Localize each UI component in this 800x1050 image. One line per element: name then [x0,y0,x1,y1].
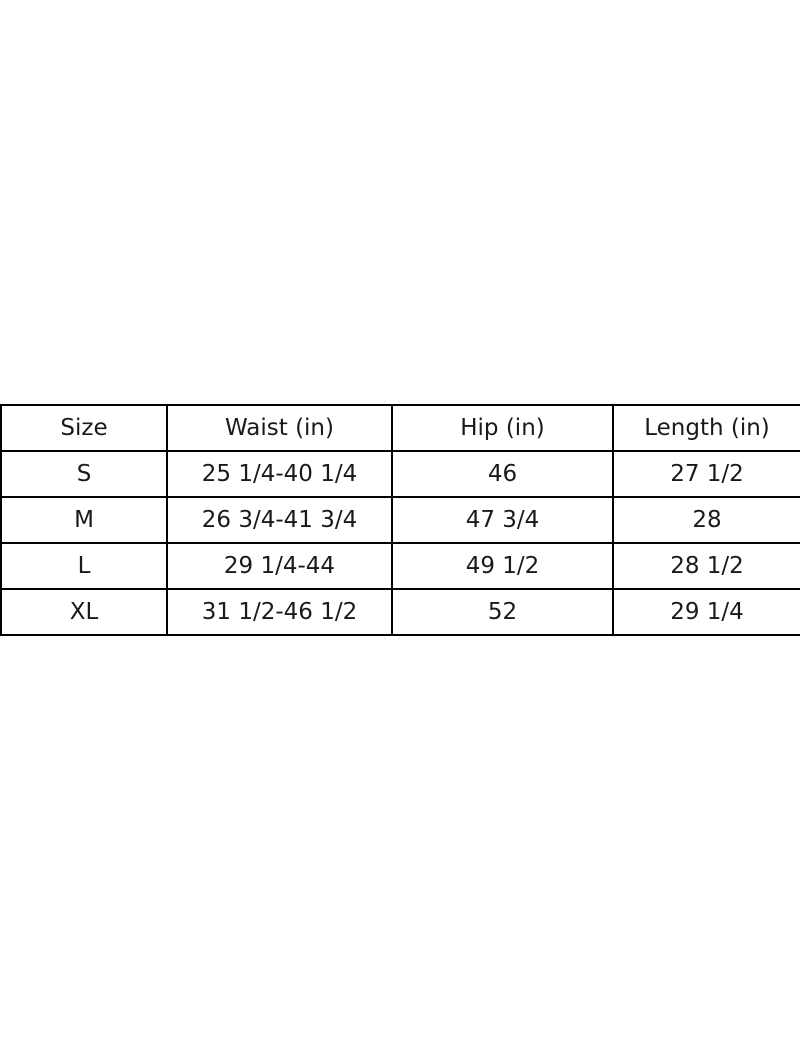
table-header: Size Waist (in) Hip (in) Length (in) [0,404,800,452]
table-row-s: S 25 1/4-40 1/4 46 27 1/2 [0,450,800,498]
cell-waist: 31 1/2-46 1/2 [166,588,393,636]
cell-length: 28 [612,496,800,544]
column-header-waist: Waist (in) [166,404,393,452]
table-row-l: L 29 1/4-44 49 1/2 28 1/2 [0,542,800,590]
size-chart-table: Size Waist (in) Hip (in) Length (in) S 2… [0,404,800,636]
cell-waist: 26 3/4-41 3/4 [166,496,393,544]
column-header-length: Length (in) [612,404,800,452]
cell-hip: 46 [391,450,614,498]
column-header-hip: Hip (in) [391,404,614,452]
cell-hip: 49 1/2 [391,542,614,590]
cell-length: 29 1/4 [612,588,800,636]
cell-length: 28 1/2 [612,542,800,590]
table-body: S 25 1/4-40 1/4 46 27 1/2 M 26 3/4-41 3/… [0,450,800,636]
header-row: Size Waist (in) Hip (in) Length (in) [0,404,800,452]
cell-size: L [0,542,168,590]
cell-length: 27 1/2 [612,450,800,498]
cell-waist: 29 1/4-44 [166,542,393,590]
cell-hip: 47 3/4 [391,496,614,544]
cell-size: M [0,496,168,544]
cell-size: XL [0,588,168,636]
table-row-xl: XL 31 1/2-46 1/2 52 29 1/4 [0,588,800,636]
cell-waist: 25 1/4-40 1/4 [166,450,393,498]
cell-hip: 52 [391,588,614,636]
table-row-m: M 26 3/4-41 3/4 47 3/4 28 [0,496,800,544]
column-header-size: Size [0,404,168,452]
cell-size: S [0,450,168,498]
